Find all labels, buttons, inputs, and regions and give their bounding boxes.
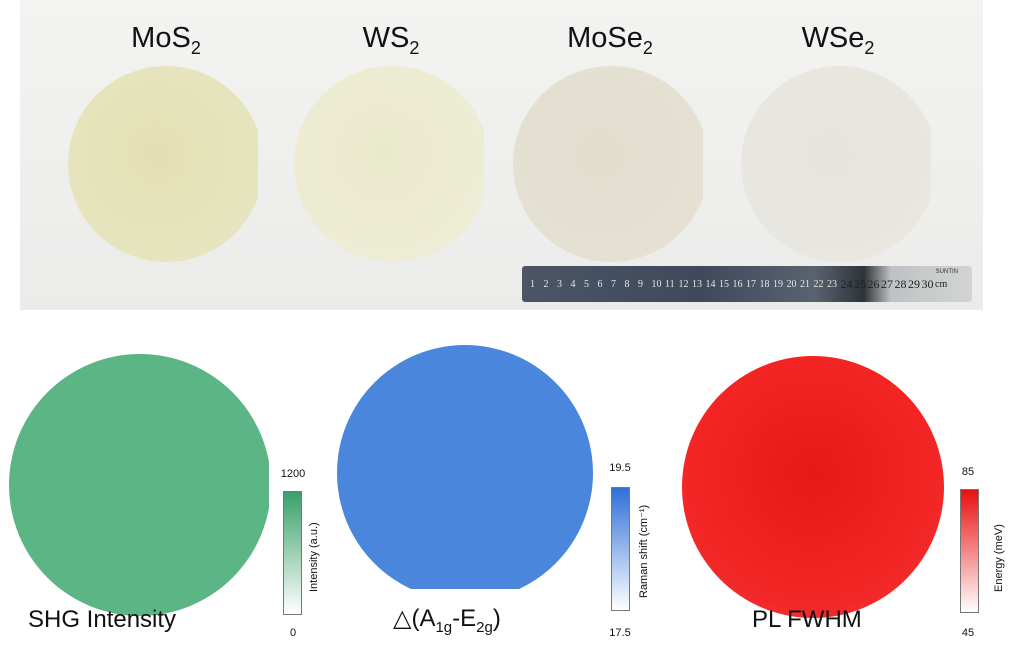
ruler-tick: 22: [813, 278, 824, 290]
shg-cbar-label: Intensity (a.u.): [308, 522, 320, 592]
pl-fwhm-map: [682, 356, 944, 618]
shg-caption: SHG Intensity: [28, 606, 177, 633]
ruler-tick: 4: [570, 278, 576, 290]
raman-cbar-label: Raman shift (cm⁻¹): [638, 504, 650, 598]
ruler-tick: 30: [921, 276, 934, 291]
wafer-label-ws2: WS2: [362, 22, 420, 58]
ruler-tick: 6: [597, 278, 603, 290]
ruler-tick: 28: [894, 276, 907, 291]
shg-intensity-map: [9, 354, 269, 616]
pl-cbar-label: Energy (meV): [993, 524, 1005, 592]
ruler-tick: 25: [854, 276, 866, 291]
ruler-tick: 11: [665, 278, 675, 290]
wafer-label-wse2: WSe2: [801, 22, 875, 58]
ruler-tick: 17: [746, 278, 756, 290]
wafer-label-mos2: MoS2: [131, 22, 201, 58]
wafer-mos2: [68, 66, 258, 262]
raman-cbar-max: 19.5: [609, 462, 631, 474]
ruler: 1 2 3 4 5 6 7 8 9 10 11 12 13 14 15 16 17 18 19 20 21 22 23 24 2…: [522, 266, 972, 302]
wafer-mose2: [513, 66, 703, 262]
ruler-tick: 16: [732, 278, 743, 290]
ruler-tick: 20: [786, 278, 797, 290]
shg-cbar-min: 0: [289, 627, 297, 639]
ruler-tick: 3: [557, 278, 562, 290]
raman-shift-map: [337, 345, 593, 589]
ruler-tick: 24: [840, 276, 853, 291]
ruler-brand: SUNTIN: [935, 269, 958, 275]
shg-colorbar: [283, 491, 302, 615]
ruler-tick: 15: [719, 278, 729, 290]
ruler-tick: 12: [678, 278, 689, 290]
ruler-tick: 13: [692, 278, 702, 290]
wafer-label-mose2: MoSe2: [567, 22, 653, 58]
ruler-tick: 21: [800, 278, 810, 290]
pl-cbar-max: 85: [961, 466, 975, 478]
ruler-tick: 10: [651, 278, 662, 290]
ruler-unit: cm: [935, 278, 948, 290]
ruler-tick: 8: [624, 278, 630, 290]
ruler-tick: 27: [881, 276, 893, 291]
ruler-tick: 2: [543, 278, 549, 290]
pl-cbar-min: 45: [961, 627, 975, 639]
ruler-tick: 29: [908, 276, 920, 291]
wafer-ws2: [294, 66, 484, 262]
ruler-tick: 14: [705, 278, 716, 290]
raman-cbar-min: 17.5: [609, 627, 631, 639]
ruler-tick: 5: [584, 278, 589, 290]
ruler-tick: 9: [638, 278, 643, 290]
raman-colorbar: [611, 487, 630, 611]
pl-caption: PL FWHM: [752, 606, 862, 633]
ruler-tick: 18: [759, 278, 770, 290]
ruler-tick: 1: [530, 278, 535, 290]
pl-colorbar: [960, 489, 979, 613]
raman-caption: △(A1g-E2g): [393, 605, 501, 636]
ruler-tick: 19: [773, 278, 783, 290]
ruler-tick: 23: [827, 278, 837, 290]
shg-cbar-max: 1200: [280, 468, 306, 480]
ruler-tick: 7: [611, 278, 616, 290]
wafer-wse2: [741, 66, 931, 262]
ruler-tick: 26: [867, 276, 880, 291]
